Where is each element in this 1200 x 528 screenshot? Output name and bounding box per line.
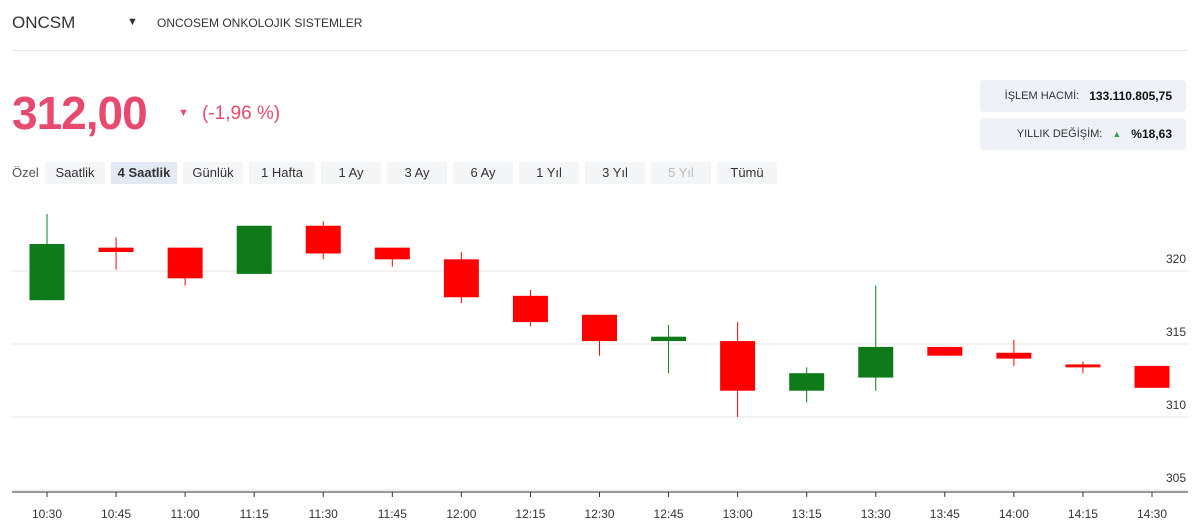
y-tick-label: 315 — [1166, 325, 1186, 339]
x-tick-label: 10:30 — [32, 507, 62, 521]
candle-body — [789, 373, 825, 391]
range-button[interactable]: Tümü — [717, 162, 777, 184]
range-button[interactable]: 1 Hafta — [249, 162, 315, 184]
candle-body — [858, 346, 894, 378]
range-button[interactable]: 3 Yıl — [585, 162, 645, 184]
x-tick-label: 12:30 — [584, 507, 614, 521]
range-button[interactable]: 4 Saatlik — [111, 162, 177, 184]
down-icon: ▼ — [178, 107, 189, 119]
range-button[interactable]: Saatlik — [45, 162, 105, 184]
x-tick-label: 13:45 — [930, 507, 960, 521]
range-button[interactable]: Günlük — [183, 162, 243, 184]
dropdown-icon[interactable]: ▼ — [127, 16, 138, 28]
change: (-1,96 %) — [202, 103, 281, 124]
candle-body — [996, 352, 1032, 359]
x-tick-label: 12:00 — [446, 507, 476, 521]
stat-box: İŞLEM HACMİ: 133.110.805,75 — [980, 80, 1186, 112]
candle-body — [512, 295, 548, 323]
x-tick-label: 14:30 — [1137, 507, 1167, 521]
stat-value: 133.110.805,75 — [1089, 89, 1172, 103]
y-tick-label: 320 — [1166, 252, 1186, 266]
company-name: ONCOSEM ONKOLOJIK SISTEMLER — [157, 16, 363, 30]
x-tick-label: 11:15 — [240, 507, 269, 521]
y-tick-label: 305 — [1166, 471, 1186, 485]
range-button[interactable]: 1 Ay — [321, 162, 381, 184]
candle-body — [167, 247, 203, 279]
candle-body — [29, 243, 65, 301]
x-tick-label: 13:00 — [723, 507, 753, 521]
candle-body — [720, 341, 756, 391]
range-button[interactable]: 3 Ay — [387, 162, 447, 184]
x-tick-label: 12:45 — [654, 507, 684, 521]
range-label: Özel — [12, 165, 39, 180]
x-tick-label: 14:15 — [1068, 507, 1098, 521]
symbol[interactable]: ONCSM — [12, 13, 76, 32]
range-button: 5 Yıl — [651, 162, 711, 184]
candle-body — [1134, 365, 1170, 388]
candle-body — [651, 336, 687, 342]
x-tick-label: 11:30 — [309, 507, 338, 521]
up-icon: ▲ — [1112, 129, 1122, 139]
candle-body — [236, 225, 272, 274]
x-tick-label: 13:15 — [792, 507, 822, 521]
stat-value: %18,63 — [1131, 127, 1172, 141]
x-tick-label: 11:00 — [171, 507, 200, 521]
candle-body — [374, 247, 410, 260]
header-bar: ONCSM ▼ ONCOSEM ONKOLOJIK SISTEMLER — [12, 0, 1188, 51]
x-tick-label: 12:15 — [515, 507, 545, 521]
candle-body — [443, 259, 479, 298]
x-tick-label: 10:45 — [101, 507, 131, 521]
stat-label: YILLIK DEĞİŞİM: — [1016, 128, 1103, 140]
range-button[interactable]: 1 Yıl — [519, 162, 579, 184]
x-tick-label: 11:45 — [378, 507, 407, 521]
candle-body — [305, 225, 341, 254]
candle-body — [98, 247, 134, 253]
x-tick-label: 13:30 — [861, 507, 891, 521]
candle-body — [1065, 364, 1101, 368]
chart: 305 310 315 320 10:30 10:45 11:00 11:15 11:30 11:… — [12, 214, 1188, 521]
candle-body — [927, 346, 963, 356]
range-button[interactable]: 6 Ay — [453, 162, 513, 184]
y-tick-label: 310 — [1166, 398, 1186, 412]
stat-box: YILLIK DEĞİŞİM: ▲ %18,63 — [980, 118, 1186, 150]
x-tick-label: 14:00 — [999, 507, 1029, 521]
range-bar: Özel Saatlik 4 Saatlik Günlük 1 Hafta 1 … — [12, 162, 777, 184]
stat-label: İŞLEM HACMİ: — [1004, 90, 1080, 102]
price: 312,00 — [12, 87, 148, 139]
candle-body — [582, 314, 617, 342]
